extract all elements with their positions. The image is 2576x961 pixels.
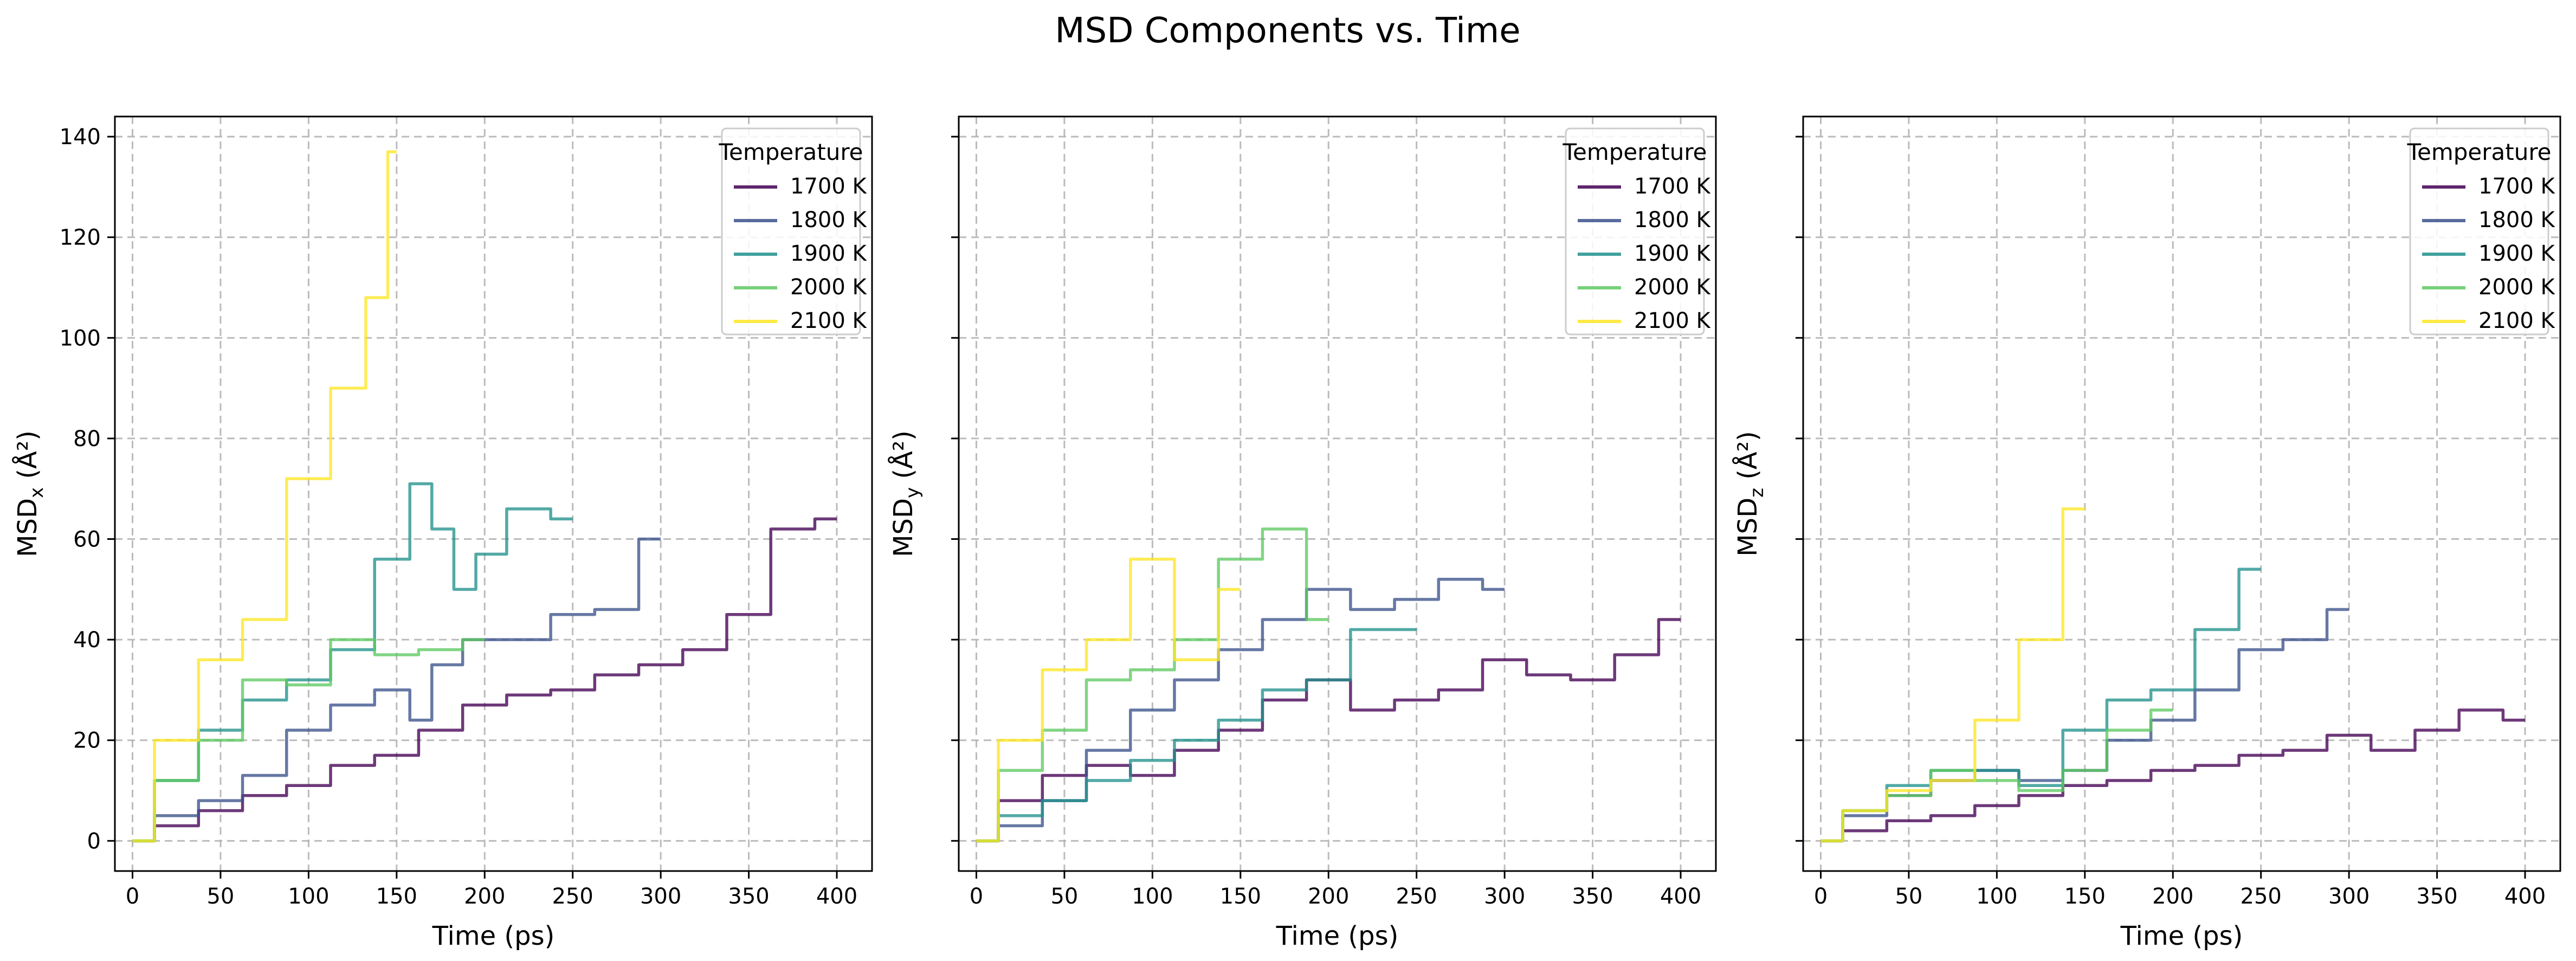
legend-label: 1700 K bbox=[790, 174, 868, 199]
series-group bbox=[132, 150, 837, 843]
x-tick-label: 350 bbox=[728, 884, 769, 909]
x-tick-label: 50 bbox=[1895, 884, 1922, 909]
x-tick-label: 200 bbox=[1308, 884, 1349, 909]
x-axis-label: Time (ps) bbox=[432, 921, 555, 951]
series-line-1700k bbox=[1820, 708, 2526, 843]
legend-label: 1700 K bbox=[1634, 174, 1712, 199]
series-line-2000k bbox=[976, 527, 1329, 843]
x-tick-label: 250 bbox=[2241, 884, 2282, 909]
series-line-1900k bbox=[976, 628, 1417, 843]
series-group bbox=[1820, 507, 2526, 843]
y-axis-label: MSDy (Å²) bbox=[888, 430, 924, 557]
legend-label: 1800 K bbox=[1634, 208, 1712, 233]
x-tick-label: 300 bbox=[1484, 884, 1525, 909]
y-tick-label: 20 bbox=[73, 728, 101, 753]
legend-title: Temperature bbox=[1562, 139, 1707, 165]
x-tick-label: 400 bbox=[816, 884, 857, 909]
chart-panel-2: 0 50 100 150 200 250 300 350 400 Time (ps) MSDy (Å… bbox=[888, 115, 1717, 951]
series-line-1800k bbox=[132, 537, 661, 843]
x-tick-label: 100 bbox=[1976, 884, 2017, 909]
grid bbox=[1803, 117, 2560, 871]
series-line-2100k bbox=[132, 150, 397, 843]
series-line-2000k bbox=[132, 638, 485, 843]
x-tick-label: 250 bbox=[1396, 884, 1437, 909]
legend-box bbox=[721, 127, 861, 336]
series-group bbox=[976, 527, 1681, 843]
legend-label: 1900 K bbox=[790, 241, 868, 266]
legend-title: Temperature bbox=[718, 139, 863, 165]
legend-label: 2000 K bbox=[2478, 275, 2556, 300]
plot-frame bbox=[114, 115, 873, 872]
chart-panel-3: 0 50 100 150 200 250 300 350 400 Time (ps) MSDz (Å… bbox=[1732, 115, 2561, 951]
y-tick-label: 80 bbox=[73, 427, 101, 452]
legend-label: 2100 K bbox=[790, 308, 868, 333]
chart-panel-1: 0 50 100 150 200 250 300 350 400 0 20 40 60 80 100 120 1… bbox=[12, 115, 873, 951]
legend-label: 1800 K bbox=[790, 208, 868, 233]
plot-frame bbox=[1802, 115, 2561, 872]
y-tick-label: 40 bbox=[73, 628, 101, 653]
legend-label: 1900 K bbox=[1634, 241, 1712, 266]
series-line-2100k bbox=[1820, 507, 2085, 843]
x-tick-label: 150 bbox=[1220, 884, 1261, 909]
series-line-2100k bbox=[976, 557, 1241, 843]
legend-label: 2100 K bbox=[1634, 308, 1712, 333]
legend-title: Temperature bbox=[2406, 139, 2551, 165]
x-axis-label: Time (ps) bbox=[2120, 921, 2243, 951]
legend: Temperature 1700 K 1800 K 1900 K 2000 K 2100 … bbox=[2406, 127, 2556, 336]
y-tick-label: 60 bbox=[73, 527, 101, 552]
x-tick-label: 200 bbox=[464, 884, 505, 909]
x-tick-label: 50 bbox=[1050, 884, 1078, 909]
legend-label: 1900 K bbox=[2478, 241, 2556, 266]
x-tick-label: 250 bbox=[552, 884, 593, 909]
x-tick-label: 50 bbox=[206, 884, 234, 909]
panels: 0 50 100 150 200 250 300 350 400 0 20 40 60 80 100 120 1… bbox=[12, 115, 2561, 951]
x-tick-label: 300 bbox=[2328, 884, 2370, 909]
y-tick-label: 120 bbox=[60, 225, 101, 250]
figure-title: MSD Components vs. Time bbox=[1055, 11, 1520, 51]
legend-box bbox=[2409, 127, 2549, 336]
x-tick-label: 400 bbox=[1660, 884, 1701, 909]
x-tick-label: 0 bbox=[1814, 884, 1828, 909]
legend-label: 1700 K bbox=[2478, 174, 2556, 199]
x-tick-label: 100 bbox=[288, 884, 329, 909]
legend-label: 2100 K bbox=[2478, 308, 2556, 333]
x-tick-label: 350 bbox=[1572, 884, 1613, 909]
x-tick-label: 400 bbox=[2504, 884, 2546, 909]
x-tick-label: 150 bbox=[376, 884, 417, 909]
legend: Temperature 1700 K 1800 K 1900 K 2000 K 2100 … bbox=[1562, 127, 1712, 336]
y-axis-label: MSDz (Å²) bbox=[1732, 431, 1768, 557]
x-tick-label: 200 bbox=[2152, 884, 2193, 909]
series-line-1900k bbox=[132, 482, 573, 843]
x-tick-label: 100 bbox=[1132, 884, 1173, 909]
x-tick-label: 0 bbox=[970, 884, 983, 909]
x-axis-label: Time (ps) bbox=[1276, 921, 1399, 951]
legend-label: 1800 K bbox=[2478, 208, 2556, 233]
x-tick-label: 150 bbox=[2064, 884, 2106, 909]
y-tick-label: 0 bbox=[87, 829, 101, 854]
legend: Temperature 1700 K 1800 K 1900 K 2000 K 2100 … bbox=[718, 127, 868, 336]
plot-frame bbox=[958, 115, 1717, 872]
x-tick-label: 300 bbox=[640, 884, 681, 909]
legend-label: 2000 K bbox=[790, 275, 868, 300]
y-tick-label: 100 bbox=[60, 326, 101, 351]
grid bbox=[115, 117, 872, 871]
legend-label: 2000 K bbox=[1634, 275, 1712, 300]
legend-box bbox=[1565, 127, 1705, 336]
y-axis-label: MSDx (Å²) bbox=[12, 430, 48, 557]
x-tick-label: 0 bbox=[126, 884, 139, 909]
y-tick-label: 140 bbox=[60, 125, 101, 150]
x-tick-label: 350 bbox=[2416, 884, 2457, 909]
